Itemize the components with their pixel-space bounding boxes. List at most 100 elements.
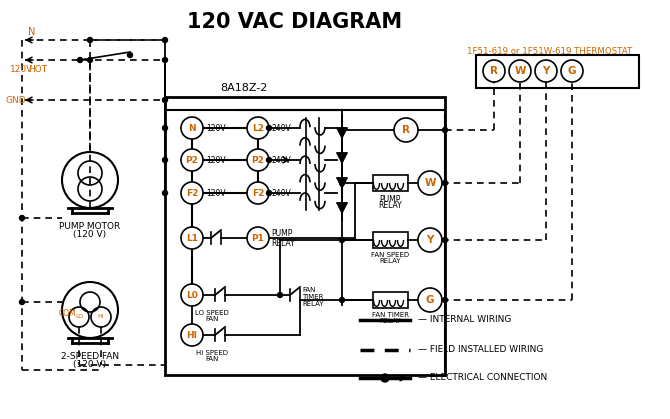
Text: F2: F2 [252, 189, 264, 197]
Text: 240V: 240V [272, 124, 291, 132]
Polygon shape [337, 153, 347, 163]
Circle shape [418, 228, 442, 252]
Circle shape [340, 238, 344, 243]
Circle shape [181, 149, 203, 171]
Text: LO: LO [75, 315, 83, 320]
Circle shape [418, 171, 442, 195]
Text: 240V: 240V [272, 155, 291, 165]
Circle shape [267, 158, 271, 163]
Text: HI: HI [98, 315, 105, 320]
Text: PUMP: PUMP [271, 228, 292, 238]
Circle shape [561, 60, 583, 82]
Text: RELAY: RELAY [379, 318, 401, 324]
Circle shape [181, 182, 203, 204]
Circle shape [340, 127, 344, 132]
Text: FAN: FAN [205, 316, 218, 322]
Text: P1: P1 [251, 233, 265, 243]
Text: HI: HI [186, 331, 198, 339]
Text: P2: P2 [251, 155, 265, 165]
Text: 240V: 240V [272, 189, 291, 197]
Bar [476, 55, 639, 88]
Circle shape [88, 57, 92, 62]
Text: W: W [424, 178, 436, 188]
Text: HOT: HOT [28, 65, 47, 74]
Polygon shape [337, 128, 347, 138]
Text: RELAY: RELAY [302, 301, 324, 307]
Polygon shape [337, 178, 347, 188]
Bar [373, 292, 407, 308]
Text: P2: P2 [186, 155, 198, 165]
Text: Y: Y [426, 235, 433, 245]
Text: G: G [567, 66, 576, 76]
Text: 2-SPEED FAN: 2-SPEED FAN [61, 352, 119, 361]
Circle shape [418, 288, 442, 312]
Bar [373, 232, 407, 248]
Text: N: N [188, 124, 196, 132]
Text: RELAY: RELAY [379, 258, 401, 264]
Text: COM: COM [58, 310, 76, 318]
Circle shape [267, 126, 271, 130]
Circle shape [442, 297, 448, 303]
Text: RELAY: RELAY [378, 201, 402, 210]
Text: TIMER: TIMER [302, 294, 324, 300]
Text: R: R [402, 125, 410, 135]
Text: FAN: FAN [205, 356, 218, 362]
Circle shape [163, 126, 168, 130]
Text: N: N [28, 27, 36, 37]
Circle shape [442, 181, 448, 186]
Circle shape [483, 60, 505, 82]
Text: 120V: 120V [206, 189, 226, 197]
Text: GND: GND [5, 96, 25, 104]
Polygon shape [337, 203, 347, 213]
Text: 120V: 120V [206, 155, 226, 165]
Circle shape [19, 215, 25, 220]
Circle shape [535, 60, 557, 82]
Circle shape [247, 117, 269, 139]
Text: (120 V): (120 V) [74, 360, 107, 369]
Circle shape [340, 297, 344, 303]
Circle shape [247, 227, 269, 249]
Text: 1F51-619 or 1F51W-619 THERMOSTAT: 1F51-619 or 1F51W-619 THERMOSTAT [468, 47, 632, 56]
Text: R: R [490, 66, 498, 76]
Text: L2: L2 [252, 124, 264, 132]
Circle shape [442, 238, 448, 243]
Circle shape [163, 191, 168, 196]
Text: PUMP MOTOR: PUMP MOTOR [60, 222, 121, 231]
Circle shape [267, 191, 271, 196]
Text: RELAY: RELAY [271, 238, 295, 248]
Circle shape [181, 117, 203, 139]
Circle shape [88, 37, 92, 42]
Circle shape [163, 37, 168, 42]
Circle shape [181, 284, 203, 306]
Text: HI SPEED: HI SPEED [196, 350, 228, 356]
Text: LO SPEED: LO SPEED [195, 310, 229, 316]
Text: L0: L0 [186, 290, 198, 300]
Circle shape [78, 57, 82, 62]
Text: — ELECTRICAL CONNECTION: — ELECTRICAL CONNECTION [418, 373, 547, 383]
Text: FAN: FAN [302, 287, 316, 293]
Text: PUMP: PUMP [379, 195, 401, 204]
Text: W: W [515, 66, 526, 76]
Text: — INTERNAL WIRING: — INTERNAL WIRING [418, 316, 511, 324]
Text: Y: Y [542, 66, 549, 76]
Bar [373, 175, 407, 191]
Text: 120V: 120V [10, 65, 34, 74]
Text: L1: L1 [186, 233, 198, 243]
Text: 120V: 120V [206, 124, 226, 132]
Circle shape [19, 300, 25, 305]
Circle shape [394, 118, 418, 142]
Circle shape [163, 57, 168, 62]
Text: 8A18Z-2: 8A18Z-2 [220, 83, 267, 93]
Circle shape [381, 374, 389, 382]
Circle shape [340, 181, 344, 186]
Circle shape [247, 182, 269, 204]
Circle shape [277, 292, 283, 297]
Circle shape [509, 60, 531, 82]
Circle shape [442, 127, 448, 132]
Text: 120 VAC DIAGRAM: 120 VAC DIAGRAM [188, 12, 403, 32]
Bar [165, 97, 445, 375]
Circle shape [247, 149, 269, 171]
Text: FAN TIMER: FAN TIMER [371, 312, 409, 318]
Circle shape [181, 324, 203, 346]
Text: (120 V): (120 V) [74, 230, 107, 239]
